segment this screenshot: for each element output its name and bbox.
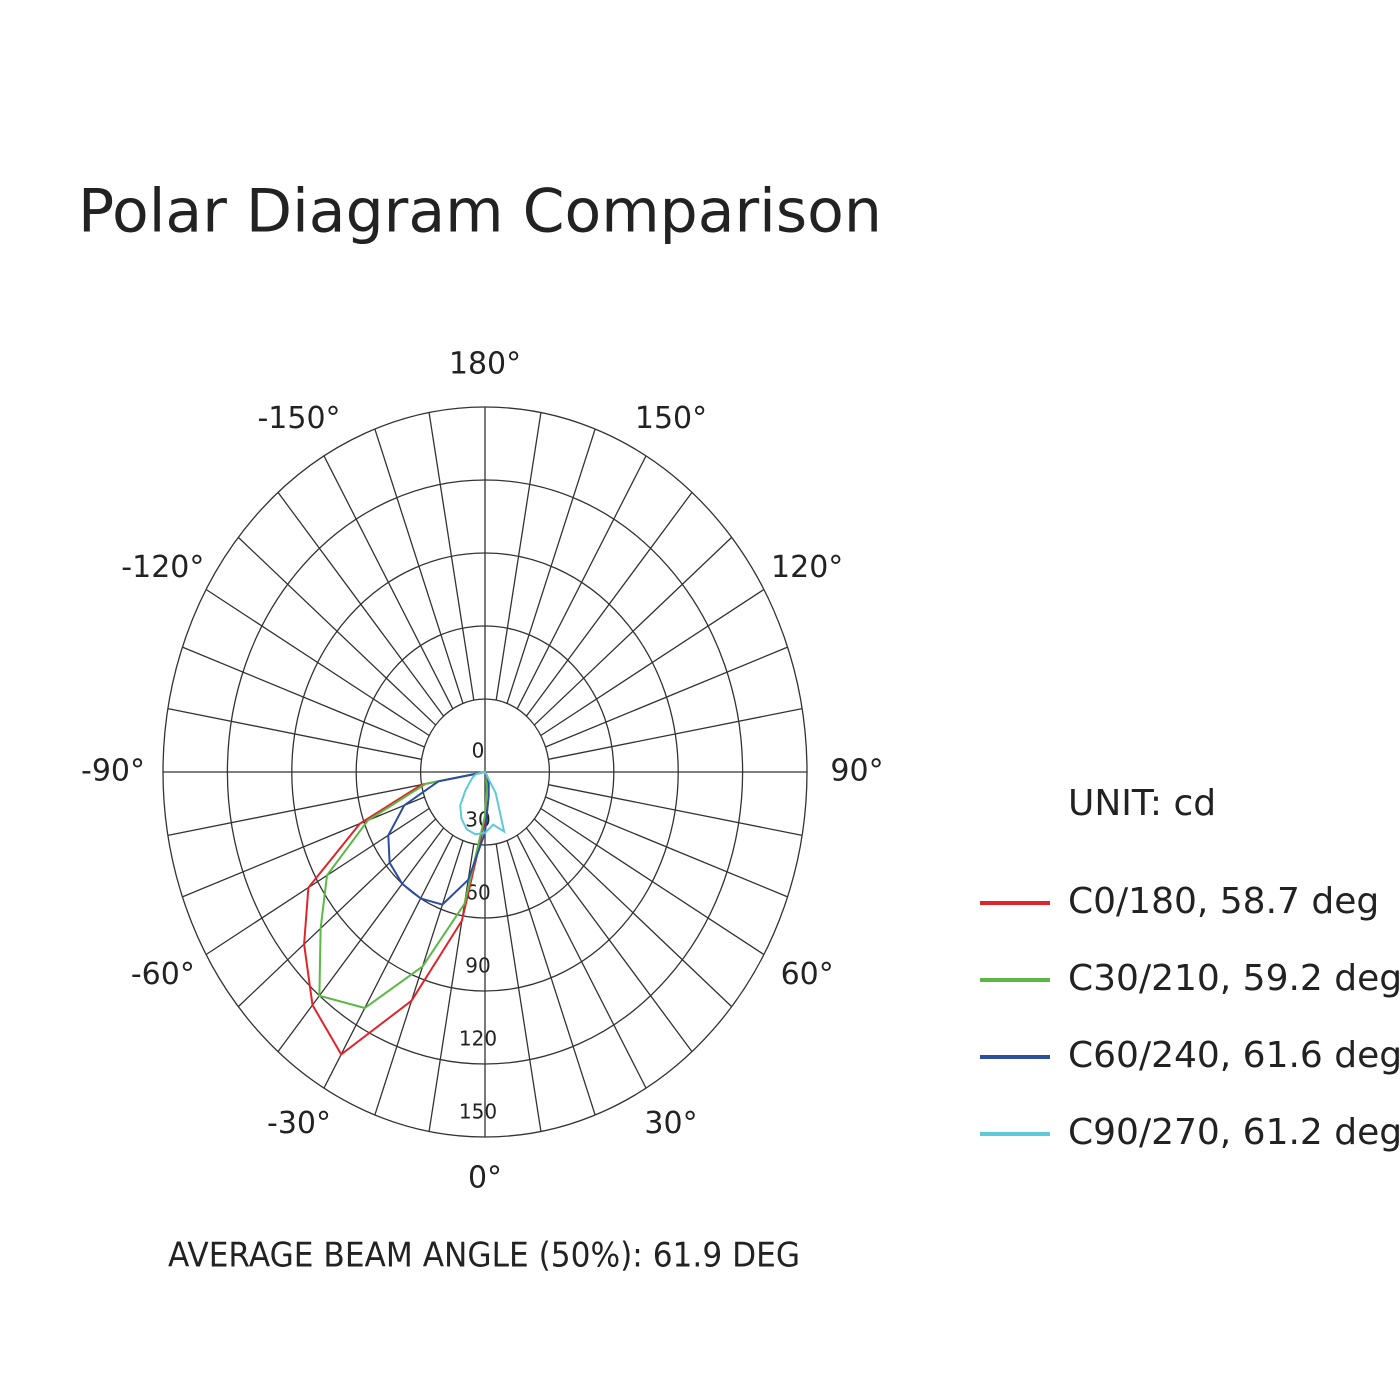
theta-tick-label: -30° xyxy=(267,1106,331,1141)
grid-spoke xyxy=(428,412,475,701)
grid-spoke xyxy=(533,536,733,726)
r-tick-label: 90 xyxy=(465,954,490,978)
axis-spoke xyxy=(540,807,765,956)
theta-tick-label: 180° xyxy=(449,347,521,382)
legend-label: C90/270, 61.2 deg xyxy=(1068,1112,1400,1153)
axis-spoke xyxy=(323,834,454,1089)
grid-spoke xyxy=(277,827,445,1052)
grid-spoke xyxy=(182,796,425,898)
grid-spoke xyxy=(277,492,445,717)
unit-label: UNIT: cd xyxy=(1068,783,1216,824)
grid-spoke xyxy=(548,784,803,837)
theta-tick-label: -150° xyxy=(257,401,340,436)
legend-label: C30/210, 59.2 deg xyxy=(1068,958,1400,999)
grid-spoke xyxy=(525,492,693,717)
series-line xyxy=(387,770,490,906)
legend-label: C60/240, 61.6 deg xyxy=(1068,1035,1400,1076)
grid-spoke xyxy=(167,707,422,760)
theta-tick-label: -60° xyxy=(131,957,195,992)
grid-spoke xyxy=(237,536,437,726)
legend-label: C0/180, 58.7 deg xyxy=(1068,881,1379,922)
grid-spoke xyxy=(182,646,425,748)
grid-spoke xyxy=(495,843,542,1132)
grid-spoke xyxy=(545,646,788,748)
theta-tick-label: 0° xyxy=(468,1161,502,1196)
grid-spoke xyxy=(167,784,422,837)
grid-spoke xyxy=(545,796,788,898)
grid-spoke xyxy=(525,827,693,1052)
axis-spoke xyxy=(516,834,647,1089)
series-line xyxy=(459,770,506,836)
series-line xyxy=(303,770,489,1056)
grid-spoke xyxy=(495,412,542,701)
axis-spoke xyxy=(540,588,765,737)
r-tick-label: 150 xyxy=(459,1100,497,1124)
theta-tick-label: -90° xyxy=(81,754,145,789)
grid-spoke xyxy=(533,818,733,1008)
grid-spoke xyxy=(428,843,475,1132)
grid-spoke xyxy=(374,428,464,704)
grid-spoke xyxy=(548,707,803,760)
grid-spoke xyxy=(506,428,596,704)
theta-tick-label: 90° xyxy=(830,754,883,789)
r-tick-label: 0 xyxy=(472,739,485,763)
axis-spoke xyxy=(205,807,430,956)
theta-tick-label: 60° xyxy=(781,957,834,992)
theta-tick-label: -120° xyxy=(121,550,204,585)
grid-spoke xyxy=(237,818,437,1008)
axis-spoke xyxy=(205,588,430,737)
footer: AVERAGE BEAM ANGLE (50%): 61.9 DEG xyxy=(168,1236,800,1276)
axis-spoke xyxy=(323,455,454,710)
r-tick-label: 120 xyxy=(459,1027,497,1051)
grid-spoke xyxy=(374,840,464,1116)
axis-spoke xyxy=(516,455,647,710)
grid-spoke xyxy=(506,840,596,1116)
theta-tick-label: 150° xyxy=(635,401,707,436)
theta-tick-label: 30° xyxy=(644,1106,697,1141)
chart-title: Polar Diagram Comparison xyxy=(78,177,882,247)
theta-tick-label: 120° xyxy=(771,550,843,585)
